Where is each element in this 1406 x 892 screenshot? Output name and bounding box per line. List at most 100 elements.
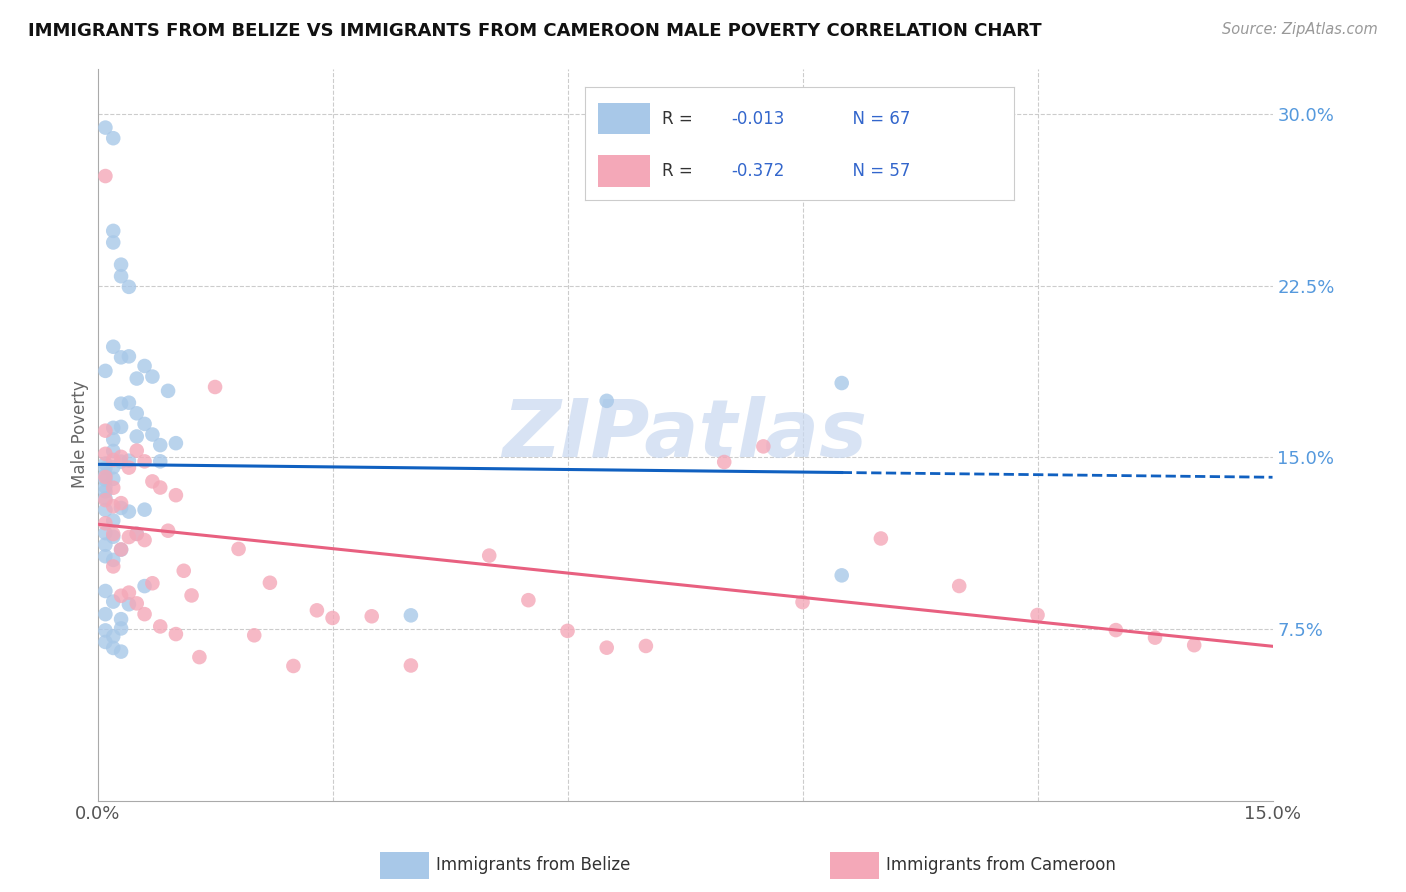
Point	[283, 659, 305, 673]
Point	[110, 612, 132, 626]
Point	[134, 533, 156, 547]
Point	[134, 579, 156, 593]
Point	[1143, 631, 1166, 645]
Point	[141, 475, 163, 489]
Point	[94, 484, 117, 499]
Point	[110, 542, 132, 557]
Point	[134, 502, 156, 516]
Point	[125, 406, 148, 420]
Point	[94, 491, 117, 506]
Point	[110, 351, 132, 365]
Point	[322, 611, 344, 625]
Point	[134, 417, 156, 431]
Point	[141, 369, 163, 384]
Point	[118, 280, 141, 294]
Point	[831, 568, 853, 582]
Point	[110, 500, 132, 515]
Point	[103, 340, 125, 354]
Point	[94, 364, 117, 378]
Point	[94, 468, 117, 483]
Point	[103, 640, 125, 655]
Point	[228, 541, 250, 556]
Point	[149, 481, 172, 495]
Point	[103, 500, 125, 514]
Point	[165, 627, 187, 641]
Text: Source: ZipAtlas.com: Source: ZipAtlas.com	[1222, 22, 1378, 37]
Point	[118, 597, 141, 611]
Point	[1026, 607, 1049, 622]
Point	[360, 609, 382, 624]
Point	[259, 575, 281, 590]
Point	[180, 589, 202, 603]
Point	[94, 169, 117, 183]
Point	[125, 371, 148, 385]
Point	[118, 395, 141, 409]
Point	[94, 516, 117, 531]
Point	[110, 542, 132, 557]
Y-axis label: Male Poverty: Male Poverty	[72, 381, 89, 489]
Point	[94, 120, 117, 135]
Point	[110, 622, 132, 636]
Point	[103, 629, 125, 643]
Point	[134, 607, 156, 622]
Point	[1182, 638, 1205, 652]
Point	[125, 527, 148, 541]
Point	[399, 608, 422, 623]
Point	[118, 505, 141, 519]
Point	[94, 624, 117, 638]
Point	[125, 526, 148, 541]
Point	[94, 473, 117, 487]
Point	[517, 593, 540, 607]
Point	[141, 427, 163, 442]
Point	[596, 393, 619, 408]
Point	[103, 421, 125, 435]
Point	[1105, 623, 1128, 637]
Point	[110, 496, 132, 510]
Point	[103, 444, 125, 458]
Point	[118, 585, 141, 599]
Point	[173, 564, 195, 578]
Point	[125, 429, 148, 443]
Point	[110, 450, 132, 464]
Point	[103, 514, 125, 528]
Point	[188, 650, 211, 665]
Point	[149, 438, 172, 452]
Point	[557, 624, 579, 638]
Point	[110, 258, 132, 272]
Point	[118, 460, 141, 475]
Point	[94, 424, 117, 438]
Text: Immigrants from Cameroon: Immigrants from Cameroon	[886, 856, 1115, 874]
Point	[399, 658, 422, 673]
Point	[134, 454, 156, 468]
Point	[94, 607, 117, 622]
Point	[125, 443, 148, 458]
Point	[118, 453, 141, 467]
Point	[103, 481, 125, 495]
Point	[110, 420, 132, 434]
Point	[94, 526, 117, 541]
Point	[157, 524, 180, 538]
Point	[110, 269, 132, 284]
Point	[165, 488, 187, 502]
Point	[157, 384, 180, 398]
Point	[103, 131, 125, 145]
Text: Immigrants from Belize: Immigrants from Belize	[436, 856, 630, 874]
Point	[831, 376, 853, 390]
Point	[792, 595, 814, 609]
Point	[94, 584, 117, 599]
Point	[634, 639, 657, 653]
Point	[125, 596, 148, 610]
Point	[478, 549, 501, 563]
Point	[103, 559, 125, 574]
Point	[103, 460, 125, 475]
Point	[103, 527, 125, 541]
Point	[103, 472, 125, 486]
Point	[149, 619, 172, 633]
Point	[165, 436, 187, 450]
Point	[94, 480, 117, 494]
Text: ZIPatlas: ZIPatlas	[502, 395, 868, 474]
Point	[94, 538, 117, 552]
Point	[110, 454, 132, 468]
Point	[110, 644, 132, 658]
Point	[305, 603, 328, 617]
